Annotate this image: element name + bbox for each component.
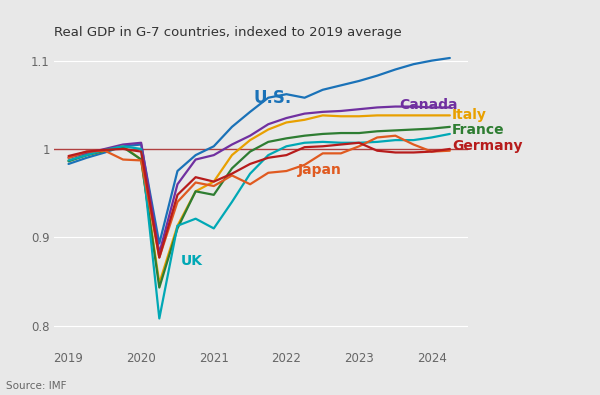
Text: Italy: Italy — [452, 108, 487, 122]
Text: U.S.: U.S. — [254, 89, 292, 107]
Text: Canada: Canada — [399, 98, 458, 112]
Text: Japan: Japan — [298, 163, 341, 177]
Text: Germany: Germany — [452, 139, 523, 153]
Text: Source: IMF: Source: IMF — [6, 381, 67, 391]
Text: Real GDP in G-7 countries, indexed to 2019 average: Real GDP in G-7 countries, indexed to 20… — [54, 26, 402, 39]
Text: France: France — [452, 122, 505, 137]
Text: UK: UK — [181, 254, 203, 268]
